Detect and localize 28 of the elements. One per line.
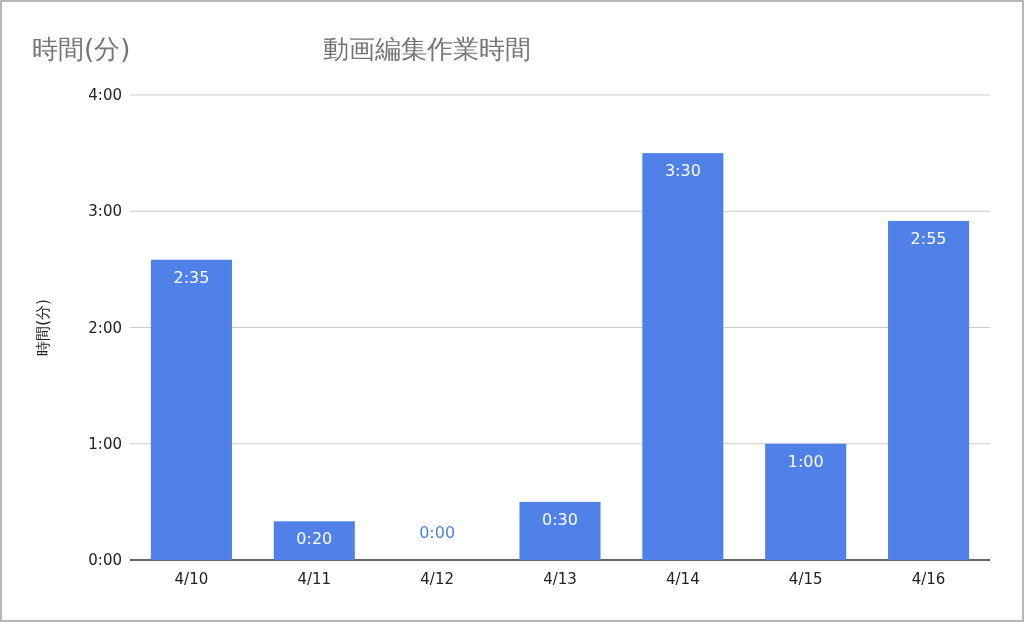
x-tick-label: 4/12: [420, 570, 454, 588]
x-tick-label: 4/11: [297, 570, 332, 588]
y-tick-label: 0:00: [88, 551, 122, 569]
data-label: 0:20: [296, 529, 333, 549]
x-tick-label: 4/13: [543, 570, 577, 588]
bar: [765, 443, 847, 560]
y-axis-title: 時間(分): [34, 299, 52, 356]
text: 時間(分): [32, 34, 131, 64]
x-tick-label: 4/15: [788, 570, 823, 588]
data-label: 3:30: [664, 161, 701, 181]
data-label: 0:30: [542, 509, 578, 529]
bar: [642, 153, 724, 560]
x-tick-label: 4/14: [666, 570, 700, 588]
bar: [888, 220, 970, 560]
data-label: 1:00: [787, 451, 824, 471]
x-tick-label: 4/10: [174, 570, 209, 588]
y-tick-label: 3:00: [88, 202, 122, 221]
bar: [150, 259, 232, 560]
y-tick-label: 4:00: [88, 86, 122, 104]
y-tick-label: 1:00: [88, 434, 122, 453]
bar: [273, 521, 355, 560]
x-tick-label: 4/16: [911, 570, 946, 588]
data-label: 2:35: [173, 267, 210, 287]
data-label: 2:55: [910, 228, 947, 248]
chart-title: 動画編集作業時間: [323, 34, 531, 64]
data-label: 0:00: [419, 523, 456, 542]
bar: [519, 501, 601, 560]
y-tick-label: 2:00: [88, 318, 122, 337]
